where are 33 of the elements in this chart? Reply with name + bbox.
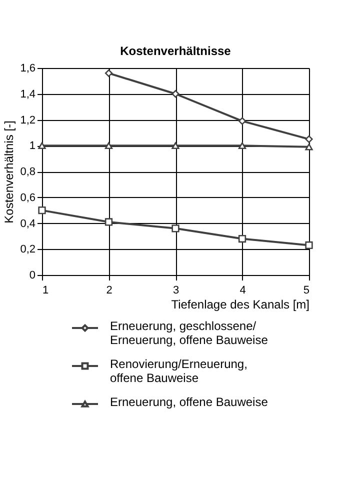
y-tick-label: 1 bbox=[29, 140, 36, 152]
point bbox=[104, 218, 113, 226]
point bbox=[104, 142, 113, 150]
point bbox=[172, 90, 180, 98]
y-tick-label: 0,2 bbox=[20, 244, 36, 256]
y-tick-label: 1,6 bbox=[20, 62, 36, 74]
point bbox=[38, 206, 46, 214]
x-tick-label: 2 bbox=[106, 284, 112, 296]
point bbox=[104, 69, 113, 77]
legend-label: Erneuerung, offene Bauweise bbox=[110, 395, 268, 409]
x-axis-title: Tiefenlage des Kanals [m] bbox=[171, 298, 310, 312]
chart-title: Kostenverhältnisse bbox=[120, 44, 232, 58]
point bbox=[238, 117, 246, 125]
point bbox=[238, 142, 246, 150]
y-tick-label: 0,8 bbox=[20, 166, 36, 178]
point bbox=[238, 234, 246, 243]
x-tick-label: 5 bbox=[303, 284, 310, 296]
y-tick-label: 0,4 bbox=[20, 218, 36, 230]
y-tick-label: 0,6 bbox=[20, 192, 36, 204]
y-tick-label: 1,4 bbox=[20, 88, 36, 100]
point bbox=[305, 135, 313, 143]
y-axis-title: Kostenverhältnis [-] bbox=[2, 120, 16, 224]
point bbox=[305, 144, 313, 150]
x-tick-label: 3 bbox=[172, 284, 180, 296]
legend-label: Renovierung/Erneuerung, offene Bauweise bbox=[110, 357, 248, 385]
y-tick-label: 1,2 bbox=[20, 114, 36, 126]
legend-label: Erneuerung, geschlossene/ Erneuerung, offene Bauweise bbox=[110, 319, 268, 347]
point bbox=[172, 142, 180, 150]
x-tick-label: 1 bbox=[42, 284, 49, 296]
point bbox=[305, 241, 313, 250]
x-tick-label: 4 bbox=[240, 284, 246, 296]
point bbox=[172, 224, 180, 232]
y-tick-label: 0 bbox=[29, 270, 36, 282]
